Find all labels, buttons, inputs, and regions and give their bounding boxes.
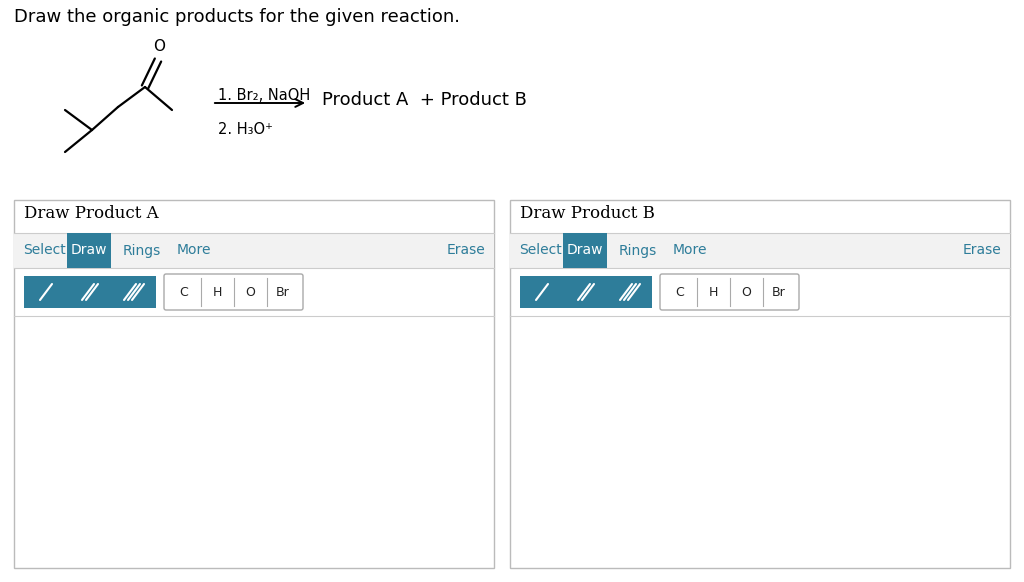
Text: C: C — [179, 286, 188, 299]
Text: 1. Br₂, NaOH: 1. Br₂, NaOH — [218, 88, 310, 103]
Bar — [67, 233, 111, 268]
Text: Draw the organic products for the given reaction.: Draw the organic products for the given … — [14, 8, 460, 26]
Text: Draw: Draw — [566, 243, 603, 257]
Bar — [564, 276, 608, 308]
FancyBboxPatch shape — [660, 274, 799, 310]
Bar — [510, 200, 1010, 568]
Text: Erase: Erase — [446, 243, 485, 257]
Text: Erase: Erase — [963, 243, 1001, 257]
Text: Br: Br — [276, 286, 290, 299]
Text: Select: Select — [518, 243, 561, 257]
Text: More: More — [673, 243, 708, 257]
Bar — [68, 276, 112, 308]
Text: H: H — [212, 286, 221, 299]
Text: Br: Br — [772, 286, 785, 299]
Text: Draw Product A: Draw Product A — [24, 205, 159, 222]
Bar — [24, 276, 68, 308]
Text: O: O — [153, 39, 165, 54]
Text: O: O — [741, 286, 751, 299]
Bar — [510, 233, 1010, 268]
Text: C: C — [676, 286, 684, 299]
Text: More: More — [177, 243, 211, 257]
Text: Select: Select — [23, 243, 66, 257]
Text: O: O — [245, 286, 255, 299]
Bar — [112, 276, 156, 308]
Text: Rings: Rings — [123, 243, 161, 257]
Text: Draw: Draw — [71, 243, 108, 257]
Bar — [14, 200, 494, 568]
Text: Draw Product B: Draw Product B — [520, 205, 655, 222]
Bar — [520, 276, 564, 308]
Bar — [608, 276, 652, 308]
Bar — [563, 233, 607, 268]
Bar — [14, 233, 494, 268]
Text: Rings: Rings — [618, 243, 657, 257]
Text: H: H — [709, 286, 718, 299]
Text: 2. H₃O⁺: 2. H₃O⁺ — [218, 122, 272, 137]
Text: Product A  + Product B: Product A + Product B — [322, 91, 527, 109]
FancyBboxPatch shape — [164, 274, 303, 310]
